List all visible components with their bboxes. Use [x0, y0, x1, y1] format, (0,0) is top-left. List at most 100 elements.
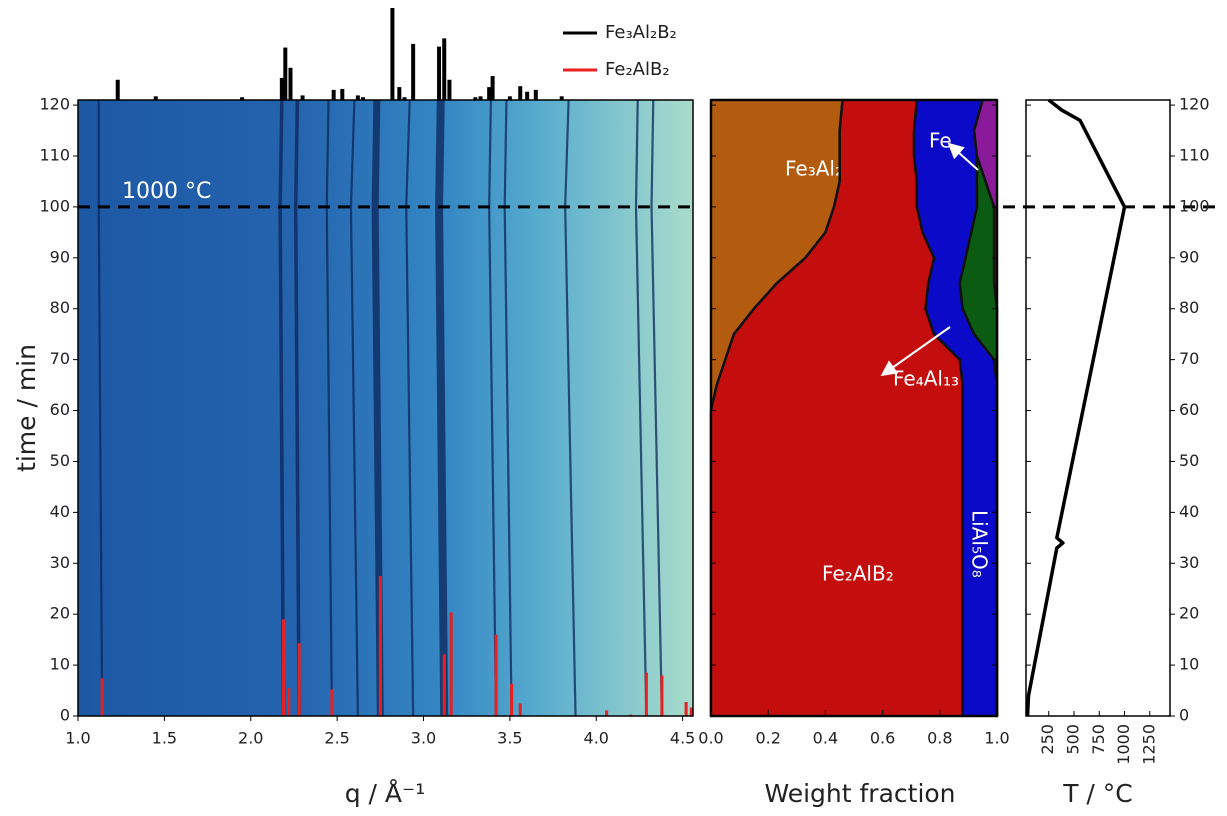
reference-stick: [297, 643, 301, 716]
reference-stick: [390, 8, 395, 100]
reference-stick: [507, 96, 512, 100]
reference-stick: [442, 38, 447, 100]
y-tick-label: 120: [39, 95, 70, 114]
reference-stick: [340, 88, 345, 100]
y-tick-label: 60: [50, 400, 70, 419]
reference-stick: [287, 688, 291, 716]
reference-stick: [449, 612, 453, 716]
legend-label: Fe₂AlB₂: [605, 59, 670, 80]
reference-stick: [240, 97, 245, 100]
annotation: Fe: [929, 129, 952, 153]
reference-stick: [660, 675, 664, 716]
annotation-arrow: [880, 326, 951, 377]
region-label: Fe₄Al₁₃: [893, 367, 959, 391]
reference-stick: [447, 79, 452, 100]
y-tick-label: 100: [1179, 196, 1210, 215]
y-tick-label: 0: [1179, 706, 1189, 725]
y-tick-label: 10: [1179, 655, 1199, 674]
annotation: 1000 °C: [122, 179, 211, 204]
reference-stick: [487, 87, 492, 100]
reference-stick: [100, 678, 104, 716]
x-tick-label: 0.0: [698, 729, 723, 748]
reference-stick: [644, 672, 648, 716]
reference-stick: [330, 689, 334, 716]
y-tick-label: 80: [50, 298, 70, 317]
x-tick-label: 1.0: [984, 729, 1009, 748]
reference-stick: [397, 87, 402, 100]
y-tick-label: 110: [39, 146, 70, 165]
x-tick-label: 4.5: [670, 729, 695, 748]
reference-stick: [411, 43, 416, 100]
y-tick-label: 60: [1179, 400, 1199, 419]
x-tick-label: 0.2: [755, 729, 780, 748]
peak-trace: [293, 99, 301, 717]
temperature-line: [1025, 98, 1127, 717]
region-label: Fe₂AlB₂: [822, 562, 894, 586]
x-tick-label: 0.4: [813, 729, 838, 748]
y-tick-label: 30: [50, 553, 70, 572]
reference-stick: [300, 95, 305, 100]
y-tick-label: 40: [1179, 502, 1199, 521]
y-tick-label: 10: [50, 655, 70, 674]
reference-stick: [115, 79, 120, 100]
x-tick-label: 2.5: [324, 729, 349, 748]
x-tick-label: 0.8: [927, 729, 952, 748]
x-tick-label: 1.5: [152, 729, 177, 748]
reference-stick: [559, 96, 564, 100]
y-tick-label: 20: [50, 604, 70, 623]
y-tick-label: 110: [1179, 146, 1210, 165]
reference-stick: [473, 97, 478, 100]
reference-stick: [510, 683, 514, 716]
x-tick-label: 250: [1038, 724, 1057, 755]
peak-trace: [371, 99, 384, 717]
y-tick-label: 90: [1179, 247, 1199, 266]
reference-stick: [689, 707, 693, 716]
reference-stick: [279, 77, 284, 100]
reference-stick: [518, 703, 522, 716]
y-tick-label: 40: [50, 502, 70, 521]
x-tick-label: 1250: [1139, 724, 1158, 765]
heatmap-background: [78, 100, 693, 716]
reference-stick: [355, 95, 360, 100]
plot-frame: [77, 99, 694, 717]
legend-label: Fe₃Al₂B₂: [605, 22, 677, 43]
reference-stick: [605, 710, 609, 716]
x-tick-label: 2.0: [238, 729, 263, 748]
y-tick-label: 120: [1179, 95, 1210, 114]
reference-stick: [533, 89, 538, 100]
reference-stick: [525, 91, 530, 100]
plot-layer: Fe₃Al₂B₂ Fe₂AlB₂ 0 10 20 30 40 50 60 70 80 90 100 110…: [39, 8, 1215, 765]
reference-stick: [153, 96, 158, 100]
x-tick-label: 500: [1064, 724, 1083, 755]
peak-trace: [650, 99, 664, 717]
peak-trace: [634, 99, 648, 717]
reference-stick: [402, 97, 407, 100]
reference-stick: [437, 46, 442, 100]
peak-trace: [349, 99, 359, 717]
x-axis-title: Weight fraction: [764, 779, 955, 808]
x-tick-label: 1.0: [65, 729, 90, 748]
region-label: LiAl₅O₈: [968, 510, 992, 578]
x-tick-label: 3.5: [497, 729, 522, 748]
reference-stick: [361, 97, 366, 100]
x-tick-label: 4.0: [584, 729, 609, 748]
reference-stick: [518, 86, 523, 100]
reference-stick: [684, 702, 688, 716]
plot-frame: [1025, 99, 1171, 717]
reference-stick: [442, 654, 446, 716]
reference-stick: [478, 96, 483, 100]
y-tick-label: 50: [50, 451, 70, 470]
y-tick-label: 100: [39, 196, 70, 215]
reference-stick: [490, 76, 495, 100]
y-tick-label: 50: [1179, 451, 1199, 470]
x-axis-title: T / °C: [1062, 779, 1133, 808]
reference-stick: [378, 576, 382, 716]
reference-stick: [283, 47, 288, 100]
plot-frame: [710, 99, 998, 717]
reference-stick: [288, 67, 293, 100]
y-tick-label: 70: [50, 349, 70, 368]
x-tick-label: 1000: [1114, 724, 1133, 765]
x-tick-label: 750: [1089, 724, 1108, 755]
x-axis-title: q / Å⁻¹: [345, 779, 426, 808]
